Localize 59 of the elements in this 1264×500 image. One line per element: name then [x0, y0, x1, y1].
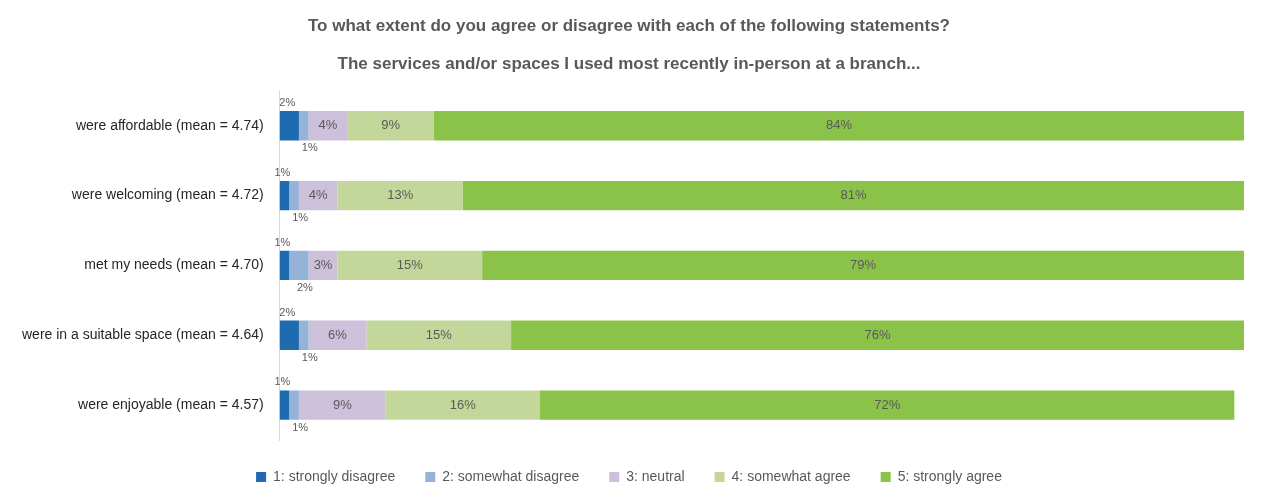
- bar: [289, 180, 299, 211]
- bar: [337, 180, 463, 211]
- bar: [298, 390, 386, 420]
- data-label: 84%: [825, 117, 853, 133]
- bar: [298, 320, 309, 350]
- bar: [279, 180, 290, 211]
- bar: [511, 320, 1244, 350]
- y-tick-label: were welcoming (mean = 4.72): [70, 186, 264, 203]
- legend-label: 5: strongly agree: [897, 467, 1003, 484]
- data-label: 15%: [425, 326, 453, 342]
- bar: [279, 111, 299, 141]
- data-label: 13%: [387, 187, 414, 203]
- data-label: 81%: [840, 187, 867, 203]
- y-tick-label: were affordable (mean = 4.74): [74, 116, 264, 133]
- legend-label: 3: neutral: [626, 467, 685, 484]
- bar: [279, 390, 290, 420]
- bar: [385, 390, 541, 420]
- data-label: 1%: [274, 235, 291, 248]
- legend-label: 1: strongly disagree: [273, 467, 396, 484]
- data-label: 79%: [850, 256, 877, 272]
- y-tick-label: met my needs (mean = 4.70): [84, 256, 264, 273]
- bar: [337, 250, 483, 281]
- data-label: 1%: [274, 375, 291, 388]
- bar: [540, 390, 1235, 420]
- bar: [462, 180, 1244, 211]
- bar: [279, 320, 299, 350]
- data-label: 9%: [381, 117, 401, 133]
- data-label: 6%: [328, 326, 348, 342]
- data-label: 4%: [308, 187, 329, 203]
- data-label: 1%: [274, 165, 291, 178]
- bar: [482, 250, 1244, 281]
- data-label: 1%: [292, 211, 309, 224]
- bar: [347, 111, 434, 141]
- legend-label: 4: somewhat agree: [731, 467, 851, 484]
- bar: [289, 250, 309, 281]
- data-label: 1%: [301, 141, 318, 154]
- data-label: 9%: [332, 396, 353, 412]
- data-label: 4%: [318, 117, 338, 133]
- bar: [279, 250, 290, 281]
- y-tick-label: were enjoyable (mean = 4.57): [77, 395, 264, 412]
- data-label: 2%: [296, 281, 314, 294]
- data-label: 72%: [874, 396, 901, 412]
- data-label: 2%: [279, 96, 296, 109]
- y-tick-label: were in a suitable space (mean = 4.64): [21, 326, 264, 343]
- bar: [366, 320, 512, 350]
- data-label: 3%: [313, 256, 333, 272]
- legend-label: 2: somewhat disagree: [442, 467, 580, 484]
- chart-title: To what extent do you agree or disagree with each of the following statements?: [308, 15, 950, 35]
- data-label: 76%: [864, 326, 891, 342]
- chart-subtitle: The services and/or spaces I used most recently in-person at a branch...: [337, 54, 921, 74]
- bar: [433, 111, 1244, 141]
- data-label: 16%: [449, 396, 477, 412]
- data-label: 1%: [292, 420, 309, 433]
- bar: [289, 390, 299, 420]
- bar: [308, 320, 367, 350]
- bar: [298, 111, 309, 141]
- data-label: 2%: [279, 305, 296, 318]
- data-label: 1%: [301, 350, 318, 363]
- data-label: 15%: [396, 256, 424, 272]
